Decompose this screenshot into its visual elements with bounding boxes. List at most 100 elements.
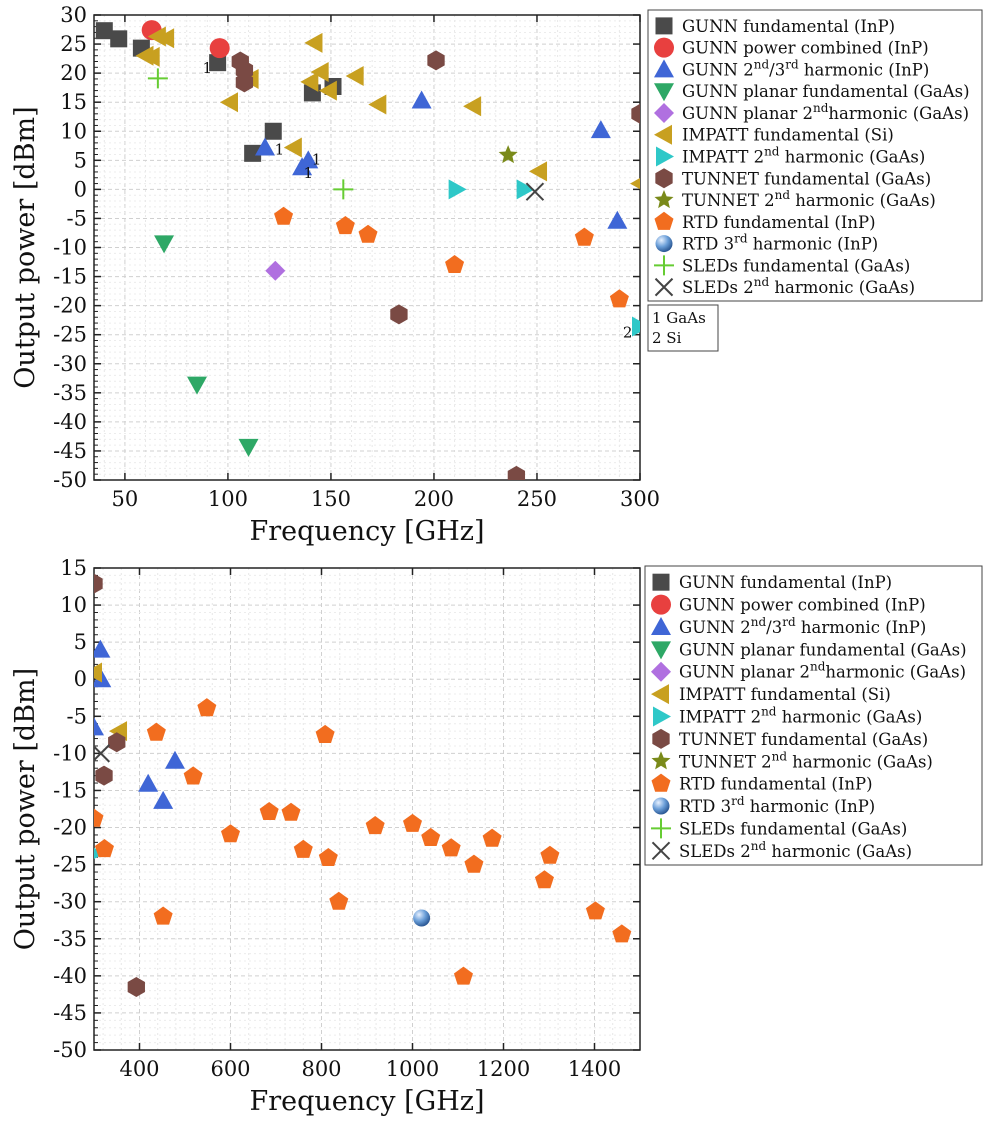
data-point-tunnet2 xyxy=(498,145,518,164)
data-point-impatt_fund xyxy=(345,66,364,87)
legend-frame xyxy=(647,9,983,302)
data-point-tunnet_fund xyxy=(108,732,126,753)
y-tick-label: 5 xyxy=(74,148,87,172)
data-point-impatt2 xyxy=(448,179,467,200)
x-tick-label: 400 xyxy=(119,1057,159,1081)
data-point-impatt2 xyxy=(516,179,535,200)
legend-marker-gunn_planar xyxy=(654,83,674,102)
data-point-rtd_fund xyxy=(94,808,104,827)
data-point-tunnet_fund xyxy=(427,50,445,71)
y-tick-label: -40 xyxy=(53,964,87,988)
y-tick-label: -30 xyxy=(53,352,87,376)
data-point-rtd_fund xyxy=(153,906,173,925)
data-point-impatt_fund xyxy=(529,161,548,182)
legend-marker-sled_fund xyxy=(654,255,674,276)
data-point-rtd_fund xyxy=(94,839,114,858)
data-point-gunn_harm xyxy=(153,790,174,809)
data-point-gunn_harm xyxy=(411,90,432,109)
y-tick-label: -5 xyxy=(67,206,87,230)
data-point-gunn_fund xyxy=(95,22,113,40)
y-tick-label: -15 xyxy=(53,265,87,289)
legend-marker-rtd3 xyxy=(652,797,670,815)
data-point-gunn_planar xyxy=(238,438,259,457)
data-point-impatt_fund xyxy=(147,26,166,47)
legend-label-rtd3: RTD 3rd harmonic (InP) xyxy=(679,794,875,816)
x-tick-label: 250 xyxy=(517,487,557,511)
legend-label-rtd_fund: RTD fundamental (InP) xyxy=(679,775,873,794)
y-tick-label: -20 xyxy=(53,294,87,318)
legend-marker-gunn_planar xyxy=(651,641,671,660)
x-tick-label: 800 xyxy=(301,1057,341,1081)
x-tick-label: 1400 xyxy=(568,1057,621,1081)
y-tick-label: -10 xyxy=(53,236,87,260)
data-point-tunnet_fund xyxy=(94,573,103,594)
data-point-rtd_fund xyxy=(335,215,355,235)
y-tick-label: -35 xyxy=(53,927,87,951)
data-point-rtd_fund xyxy=(146,722,166,741)
data-point-tunnet_fund xyxy=(390,304,408,325)
data-point-rtd3 xyxy=(413,909,431,927)
legend: GUNN fundamental (InP) GUNN power combine… xyxy=(647,9,983,302)
legend-label-rtd3: RTD 3rd harmonic (InP) xyxy=(682,232,878,254)
y-tick-label: -25 xyxy=(53,853,87,877)
data-point-gunn_planar2 xyxy=(265,260,286,281)
data-point-gunn_fund xyxy=(244,144,262,162)
legend-label-gunn_fund: GUNN fundamental (InP) xyxy=(682,17,895,36)
legend-marker-tunnet2 xyxy=(654,190,674,209)
data-point-impatt_fund xyxy=(304,32,323,53)
legend-marker-impatt_fund xyxy=(651,684,669,705)
data-point-rtd_fund xyxy=(293,839,313,858)
chart-panel-1: 302520151050-5-10-15-20-25-30-35-40-45-5… xyxy=(10,3,983,547)
legend-marker-gunn_harm xyxy=(651,616,671,635)
data-point-gunn_fund xyxy=(209,54,227,72)
legend-label-gunn_planar: GUNN planar fundamental (GaAs) xyxy=(679,640,967,659)
legend-marker-rtd_fund xyxy=(651,773,671,792)
point-annotation: 2 xyxy=(623,324,633,342)
data-point-tunnet_fund xyxy=(95,765,113,786)
data-point-gunn_harm xyxy=(607,210,628,229)
note-legend: 1 GaAs 2 Si xyxy=(647,304,719,352)
data-point-rtd_fund xyxy=(274,206,294,225)
data-point-rtd_fund xyxy=(358,224,378,243)
legend-label-gunn_planar2: GUNN planar 2ndharmonic (GaAs) xyxy=(679,660,966,682)
legend-marker-gunn_planar2 xyxy=(651,661,671,682)
legend-marker-gunn_fund xyxy=(652,573,670,591)
data-point-sled2 xyxy=(94,744,111,763)
data-point-rtd_fund xyxy=(183,766,203,785)
legend-label-impatt_fund: IMPATT fundamental (Si) xyxy=(682,126,894,145)
data-point-rtd_fund xyxy=(574,227,594,246)
y-tick-label: 0 xyxy=(74,667,87,691)
legend-label-gunn_planar2: GUNN planar 2ndharmonic (GaAs) xyxy=(682,101,969,123)
data-point-gunn_fund xyxy=(110,30,128,48)
data-point-rtd_fund xyxy=(585,901,605,920)
x-tick-label: 600 xyxy=(210,1057,250,1081)
x-tick-label: 1200 xyxy=(477,1057,530,1081)
data-point-impatt_fund xyxy=(141,46,160,67)
chart-panel-2: 15 10 5 0 -5 -10 -15 -20 -25 -30 -35 -40 -45 -50 400 60… xyxy=(10,556,983,1117)
legend-marker-gunn_comb xyxy=(654,37,674,58)
x-axis-label: Frequency [GHz] xyxy=(249,1086,484,1117)
y-tick-label: -5 xyxy=(67,704,87,728)
data-points xyxy=(94,573,632,997)
legend-marker-sled2 xyxy=(654,277,674,297)
data-point-gunn_harm xyxy=(255,137,276,156)
legend-marker-gunn_comb xyxy=(651,594,671,615)
data-point-gunn_comb xyxy=(209,38,230,59)
data-point-impatt_fund xyxy=(368,94,387,115)
legend-marker-impatt2 xyxy=(656,146,674,167)
data-point-sled2 xyxy=(525,182,545,201)
data-point-rtd_fund xyxy=(441,838,461,857)
data-point-impatt_fund xyxy=(310,61,329,82)
legend: GUNN fundamental (InP) GUNN power combine… xyxy=(644,565,983,866)
data-point-rtd_fund xyxy=(534,870,554,889)
legend-label-gunn_comb: GUNN power combined (InP) xyxy=(682,39,929,58)
legend-marker-tunnet_fund xyxy=(655,168,673,189)
x-tick-label: 300 xyxy=(620,487,660,511)
x-tick-label: 150 xyxy=(311,487,351,511)
legend-marker-gunn_fund xyxy=(655,17,673,35)
y-tick-label: 0 xyxy=(74,177,87,201)
y-tick-label: -10 xyxy=(53,741,87,765)
legend-label-tunnet_fund: TUNNET fundamental (GaAs) xyxy=(682,169,931,188)
y-tick-label: 25 xyxy=(60,32,87,56)
legend-marker-rtd3 xyxy=(655,235,673,253)
